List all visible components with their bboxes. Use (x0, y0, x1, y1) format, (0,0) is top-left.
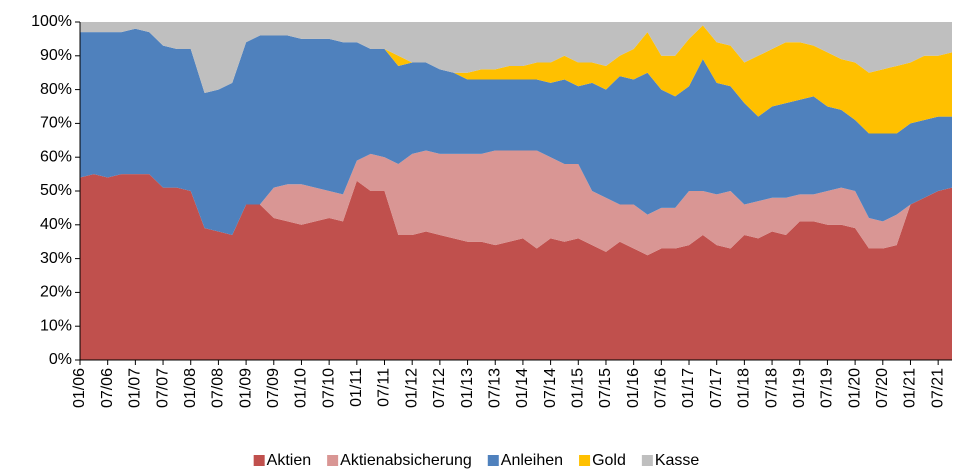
legend-label: Aktien (267, 452, 311, 469)
x-tick-label: 07/21 (929, 368, 946, 408)
x-tick-label: 07/20 (874, 368, 891, 408)
x-tick-label: 01/07 (127, 368, 144, 408)
x-tick-label: 07/11 (376, 368, 393, 407)
area (80, 174, 952, 360)
legend-swatch (579, 455, 591, 466)
x-tick-label: 07/16 (653, 368, 670, 408)
legend-label: Kasse (655, 452, 700, 469)
y-tick-label: 30% (40, 250, 72, 267)
y-tick-label: 100% (31, 13, 72, 30)
legend-swatch (327, 455, 339, 466)
x-tick-label: 07/19 (819, 368, 836, 408)
x-tick-label: 01/06 (71, 368, 88, 408)
legend-swatch (641, 455, 653, 466)
x-tick-label: 01/16 (625, 368, 642, 408)
x-tick-label: 07/13 (486, 368, 503, 408)
x-tick-label: 07/07 (154, 368, 171, 408)
x-tick-label: 01/15 (570, 368, 587, 408)
x-tick-label: 01/20 (846, 368, 863, 408)
legend: Aktien Aktienabsicherung Anleihen Gold Kasse (253, 452, 700, 469)
x-tick-label: 07/06 (99, 368, 116, 408)
area (80, 28, 952, 235)
x-tick-label: 01/11 (348, 368, 365, 407)
x-tick-label: 01/08 (182, 368, 199, 408)
y-tick-label: 70% (40, 115, 72, 132)
x-tick-label: 07/09 (265, 368, 282, 408)
legend-swatch (487, 455, 499, 466)
y-tick-label: 60% (40, 148, 72, 165)
area (80, 25, 952, 134)
y-tick-label: 80% (40, 81, 72, 98)
legend-label: Aktienabsicherung (340, 452, 472, 469)
y-tick-label: 0% (49, 351, 72, 368)
x-tick-label: 01/17 (680, 368, 697, 408)
y-tick-label: 40% (40, 216, 72, 233)
x-tick-label: 01/14 (514, 368, 531, 408)
x-tick-label: 07/15 (597, 368, 614, 408)
x-tick-label: 01/18 (736, 368, 753, 408)
y-tick-label: 50% (40, 182, 72, 199)
legend-swatch (253, 455, 265, 466)
x-tick-label: 07/17 (708, 368, 725, 408)
y-tick-label: 90% (40, 47, 72, 64)
x-tick-label: 07/18 (763, 368, 780, 408)
x-tick-label: 01/12 (403, 368, 420, 408)
y-tick-label: 20% (40, 284, 72, 301)
x-tick-label: 01/21 (902, 368, 919, 408)
area (80, 150, 952, 256)
x-tick-label: 01/09 (237, 368, 254, 408)
legend-label: Anleihen (501, 452, 563, 469)
x-tick-label: 01/19 (791, 368, 808, 408)
x-tick-label: 01/10 (293, 368, 310, 408)
x-tick-label: 07/14 (542, 368, 559, 408)
x-tick-label: 07/10 (320, 368, 337, 408)
x-tick-label: 07/08 (210, 368, 227, 408)
legend-label: Gold (592, 452, 626, 469)
area (80, 22, 952, 93)
x-tick-label: 07/12 (431, 368, 448, 408)
x-tick-label: 01/13 (459, 368, 476, 408)
y-tick-label: 10% (40, 317, 72, 334)
